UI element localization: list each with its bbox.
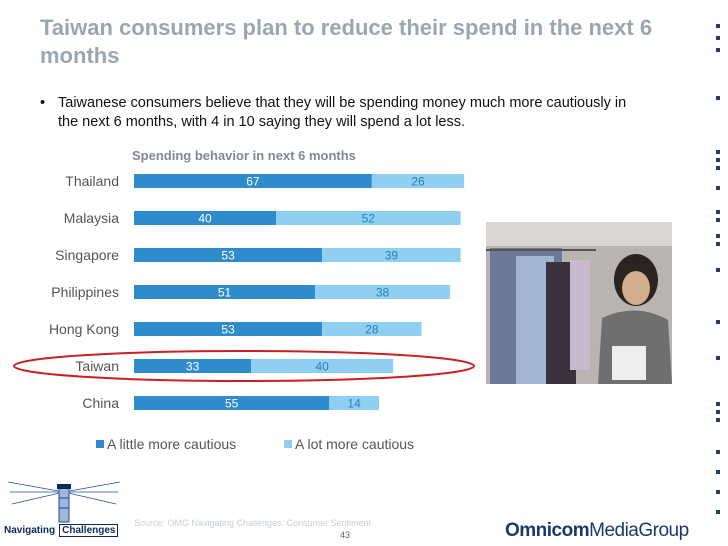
bar-china-series-1 xyxy=(134,396,330,410)
highlight-ellipse-taiwan xyxy=(13,350,475,382)
bar-taiwan-series-2 xyxy=(251,359,394,373)
category-label-malaysia: Malaysia xyxy=(64,210,119,226)
category-label-china: China xyxy=(82,395,119,411)
omnicom-logo: OmnicomMediaGroup xyxy=(505,520,689,542)
category-label-hong-kong: Hong Kong xyxy=(49,321,119,337)
brand-rest: MediaGroup xyxy=(589,520,689,541)
data-label-thailand-series-1: 67 xyxy=(246,175,260,189)
bar-malaysia-series-2 xyxy=(276,211,461,225)
bar-singapore-series-2 xyxy=(322,248,461,262)
data-label-taiwan-series-2: 40 xyxy=(315,360,329,374)
category-label-singapore: Singapore xyxy=(55,247,119,263)
bar-philippines-series-2 xyxy=(315,285,450,299)
data-label-malaysia-series-2: 52 xyxy=(362,212,376,226)
category-label-philippines: Philippines xyxy=(51,284,119,300)
slide-title: Taiwan consumers plan to reduce their sp… xyxy=(40,15,653,68)
data-label-philippines-series-2: 38 xyxy=(376,286,390,300)
bar-thailand-series-1 xyxy=(134,174,372,188)
bar-taiwan-series-1 xyxy=(134,359,252,373)
legend-swatch-1 xyxy=(96,440,104,448)
data-label-singapore-series-2: 39 xyxy=(385,249,399,263)
data-label-china-series-1: 55 xyxy=(225,397,239,411)
bar-hong-kong-series-2 xyxy=(322,322,422,336)
bar-malaysia-series-1 xyxy=(134,211,276,225)
bar-singapore-series-1 xyxy=(134,248,323,262)
bar-hong-kong-series-1 xyxy=(134,322,323,336)
bar-china-series-2 xyxy=(329,396,379,410)
source-note: Source: OMG Navigating Challenges: Consu… xyxy=(134,518,372,528)
brand-bold: Omnicom xyxy=(505,520,590,541)
bar-philippines-series-1 xyxy=(134,285,316,299)
legend-label-1: A little more cautious xyxy=(107,436,236,452)
bar-thailand-series-2 xyxy=(371,174,465,188)
chart-title: Spending behavior in next 6 months xyxy=(132,148,356,163)
data-label-china-series-2: 14 xyxy=(347,397,361,411)
data-label-hong-kong-series-1: 53 xyxy=(221,323,235,337)
bullet-point: • Taiwanese consumers believe that they … xyxy=(40,94,640,132)
bullet-text: Taiwanese consumers believe that they wi… xyxy=(58,95,627,130)
logo-text-2: Challenges xyxy=(59,524,119,537)
page-number: 43 xyxy=(340,530,351,540)
category-label-taiwan: Taiwan xyxy=(75,358,119,374)
data-label-thailand-series-2: 26 xyxy=(411,175,425,189)
legend-label-2: A lot more cautious xyxy=(295,436,414,452)
data-label-taiwan-series-1: 33 xyxy=(186,360,200,374)
stacked-bar-chart: Thailand 67 26 Malaysia 40 52 Singapore 53 39 Phi… xyxy=(13,173,475,452)
data-label-singapore-series-1: 53 xyxy=(221,249,235,263)
data-label-philippines-series-1: 51 xyxy=(218,286,232,300)
logo-text: Navigating Challenges xyxy=(4,524,119,537)
bullet-mark: • xyxy=(40,95,46,111)
shopper-photo xyxy=(486,222,672,384)
legend-swatch-2 xyxy=(284,440,292,448)
logo-text-1: Navigating xyxy=(4,525,56,536)
decorative-squares xyxy=(716,24,720,514)
category-label-thailand: Thailand xyxy=(65,173,119,189)
data-label-malaysia-series-1: 40 xyxy=(198,212,212,226)
lighthouse-logo-icon xyxy=(7,481,121,523)
data-label-hong-kong-series-2: 28 xyxy=(365,323,379,337)
